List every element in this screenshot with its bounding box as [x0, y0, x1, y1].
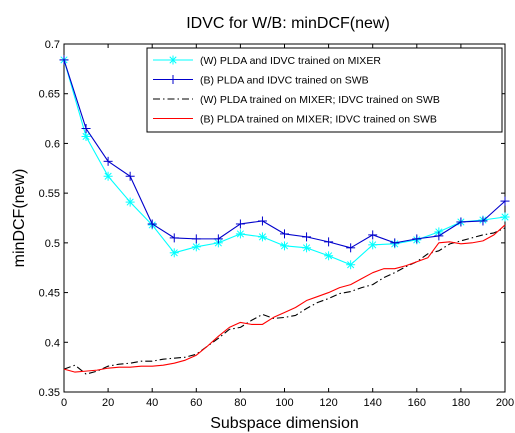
x-tick-label: 120 [319, 397, 337, 409]
series-0-point [346, 260, 356, 270]
x-tick-label: 140 [364, 397, 382, 409]
x-tick-label: 60 [190, 397, 202, 409]
legend-label-3: (B) PLDA trained on MIXER; IDVC trained … [200, 114, 437, 126]
legend-label-1: (B) PLDA and IDVC trained on SWB [200, 75, 369, 87]
series-1-point [147, 219, 157, 229]
series-1-point [390, 238, 400, 248]
series-layer [59, 55, 510, 375]
series-1-point [257, 216, 267, 226]
legend-label-0: (W) PLDA and IDVC trained on MIXER [200, 55, 381, 67]
series-1-point [191, 234, 201, 244]
series-3-line [63, 224, 506, 373]
x-tick-label: 80 [234, 397, 246, 409]
legend-label-2: (W) PLDA trained on MIXER; IDVC trained … [200, 94, 440, 106]
legend-box [146, 47, 503, 133]
series-1-point [412, 234, 422, 244]
y-tick-label: 0.55 [39, 188, 60, 200]
series-1-point [59, 55, 69, 65]
series-1-point [434, 231, 444, 241]
x-tick-label: 200 [496, 397, 514, 409]
series-1-point [280, 229, 289, 239]
series-0-point [103, 171, 113, 181]
x-tick-label: 100 [275, 397, 293, 409]
series-1-point [500, 196, 510, 206]
series-0-point [500, 212, 510, 222]
series-0-point [168, 55, 178, 65]
series-0-point [169, 248, 179, 258]
series-0-point [302, 243, 312, 253]
y-tick-label: 0.45 [39, 288, 60, 300]
series-1-point [456, 217, 466, 227]
x-tick-label: 180 [452, 397, 470, 409]
series-0-point [125, 197, 135, 207]
series-1-point [168, 75, 178, 84]
series-0-point [257, 232, 267, 242]
y-tick-label: 0.65 [39, 89, 60, 101]
y-tick-label: 0.7 [45, 39, 60, 51]
y-tick-label: 0.6 [45, 138, 60, 150]
series-0-point [191, 242, 201, 252]
x-tick-label: 20 [102, 397, 114, 409]
chart-title: IDVC for W/B: minDCF(new) [186, 15, 390, 32]
series-1-point [302, 232, 312, 242]
series-0-point [324, 251, 334, 261]
series-0-point [81, 131, 91, 141]
x-tick-label: 0 [61, 397, 67, 409]
series-1-point [125, 171, 135, 181]
y-tick-label: 0.35 [39, 387, 60, 399]
series-1-point [81, 124, 91, 134]
series-0-point [280, 241, 289, 251]
series-0-point [235, 229, 245, 239]
series-1-point [169, 233, 179, 243]
legend: (W) PLDA and IDVC trained on MIXER (B) PL… [146, 47, 503, 133]
series-1-point [213, 234, 223, 244]
series-1-point [368, 230, 378, 240]
series-1-point [346, 243, 356, 253]
x-tick-label: 160 [408, 397, 426, 409]
y-tick-label: 0.4 [45, 337, 60, 349]
series-1-point [324, 237, 334, 247]
x-axis-label: Subspace dimension [210, 415, 359, 432]
series-1-point [235, 219, 245, 229]
y-axis-label: minDCF(new) [11, 169, 28, 268]
x-tick-label: 40 [146, 397, 158, 409]
y-tick-label: 0.5 [45, 238, 60, 250]
series-0-point [368, 240, 378, 250]
axis-ticks: 0 20 40 60 80 100 120 140 160 180 200 0.35 0.4 0.45 0.… [39, 39, 515, 409]
series-1-point [478, 216, 488, 226]
series-1-point [103, 156, 113, 166]
